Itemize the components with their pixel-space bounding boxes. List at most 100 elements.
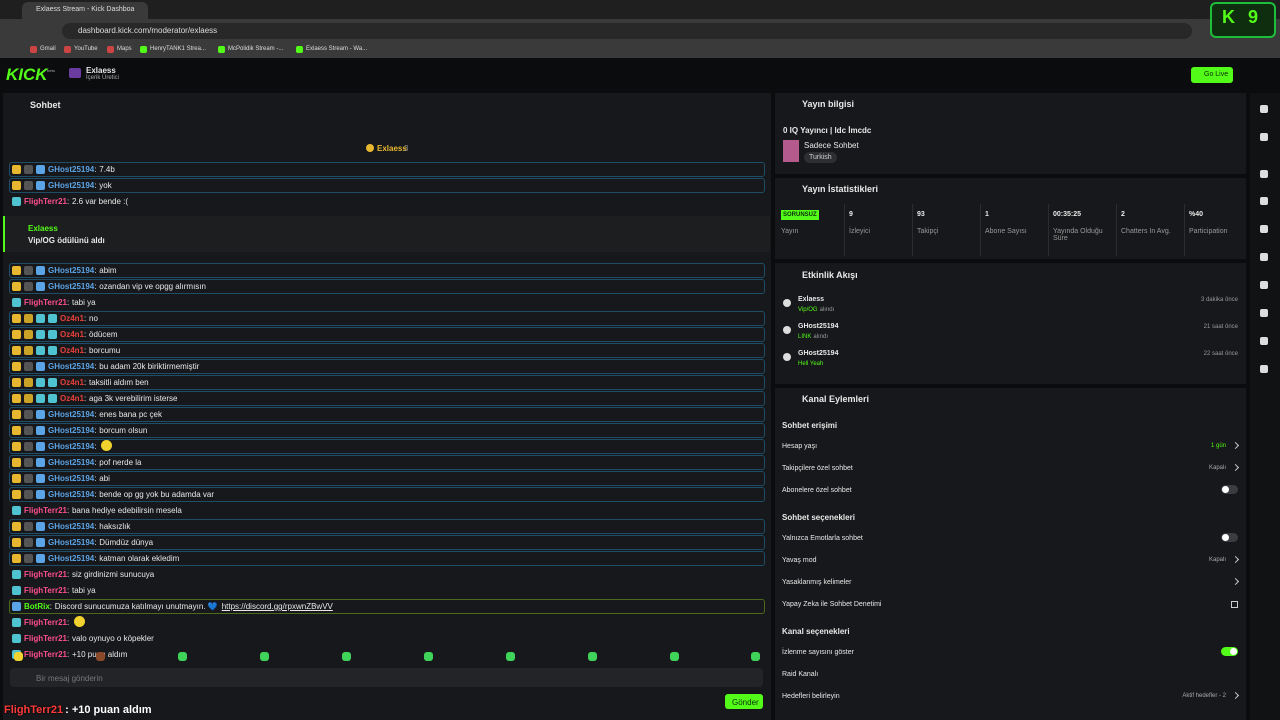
- rail-icon[interactable]: [1260, 281, 1268, 289]
- bookmark[interactable]: Gmail: [40, 46, 56, 52]
- message-text: Discord sunucumuza katılmayı unutmayın. …: [54, 602, 218, 611]
- separator: :: [94, 410, 97, 419]
- message-text: 2.6 var bende :(: [71, 197, 129, 206]
- toggle[interactable]: [1221, 533, 1238, 542]
- bookmark[interactable]: McPolidik Stream -...: [228, 46, 284, 52]
- message-user: GHost25194: [48, 181, 95, 190]
- message-user: GHost25194: [48, 522, 95, 531]
- send-label[interactable]: Gönder: [732, 698, 759, 707]
- external-icon[interactable]: [1231, 601, 1238, 608]
- setting-label[interactable]: Abonelere özel sohbet: [782, 487, 852, 494]
- rail-icon[interactable]: [1260, 365, 1268, 373]
- setting-label[interactable]: Hesap yaşı: [782, 443, 818, 450]
- chat-panel: [3, 93, 771, 720]
- bookmark-icon: [64, 46, 71, 53]
- badge: [12, 442, 21, 451]
- message-user: GHost25194: [48, 554, 95, 563]
- badge: [36, 165, 45, 174]
- separator: :: [84, 314, 87, 323]
- badge: [12, 197, 21, 206]
- emote-icon[interactable]: [588, 652, 597, 661]
- stat-value: 00:35:25: [1053, 211, 1082, 218]
- message-text: ödücem: [89, 330, 118, 339]
- badge: [24, 442, 33, 451]
- category[interactable]: Sadece Sohbet: [804, 141, 859, 150]
- setting-label[interactable]: İzlenme sayısını göster: [782, 649, 854, 656]
- message-box: [9, 487, 765, 502]
- setting-label[interactable]: Yavaş mod: [782, 557, 817, 564]
- event-user: Exlaess: [28, 224, 58, 233]
- setting-label[interactable]: Yasaklanmış kelimeler: [782, 579, 852, 586]
- pinned-user: Exlaess: [377, 144, 407, 153]
- emote-icon[interactable]: [670, 652, 679, 661]
- badge: [36, 394, 45, 403]
- setting-label[interactable]: Yapay Zeka ile Sohbet Denetimi: [782, 601, 882, 608]
- rail-icon[interactable]: [1260, 225, 1268, 233]
- rail-icon[interactable]: [1260, 133, 1268, 141]
- separator: :: [94, 282, 97, 291]
- stat-divider: [1048, 204, 1049, 256]
- bookmark[interactable]: HenryTANK1 Strea...: [150, 46, 206, 52]
- message-text: valo oynuyo o köpekler: [71, 634, 154, 643]
- emote-icon[interactable]: [14, 652, 23, 661]
- rail-icon[interactable]: [1260, 105, 1268, 113]
- bookmark[interactable]: Maps: [117, 46, 132, 52]
- separator: :: [66, 618, 70, 627]
- stat-value: 9: [849, 211, 853, 218]
- rail-icon[interactable]: [1260, 197, 1268, 205]
- message-text: abim: [99, 266, 117, 275]
- emote-icon[interactable]: [342, 652, 351, 661]
- message-text: pof nerde la: [99, 458, 142, 467]
- setting-label[interactable]: Takipçilere özel sohbet: [782, 465, 853, 472]
- bookmark-icon: [218, 46, 225, 53]
- message-box: [9, 471, 765, 486]
- activity-icon: [783, 326, 791, 334]
- rail-icon[interactable]: [1260, 170, 1268, 178]
- separator: :: [66, 586, 70, 595]
- badge: [12, 602, 21, 611]
- tab[interactable]: [22, 2, 148, 19]
- badge: [12, 181, 21, 190]
- go-live-label[interactable]: Go Live: [1204, 71, 1229, 78]
- toggle[interactable]: [1221, 647, 1238, 656]
- message-text: enes bana pc çek: [99, 410, 162, 419]
- emote-icon[interactable]: [751, 652, 760, 661]
- badge: [12, 458, 21, 467]
- send-button[interactable]: [725, 694, 763, 709]
- bookmark[interactable]: YouTube: [74, 46, 98, 52]
- separator: :: [94, 362, 97, 371]
- badge: [12, 394, 21, 403]
- message-link[interactable]: https://discord.gg/rpxwnZBwVV: [221, 602, 333, 611]
- rail-icon[interactable]: [1260, 309, 1268, 317]
- toggle[interactable]: [1221, 485, 1238, 494]
- overlay-text: : +10 puan aldım: [65, 704, 152, 716]
- message-box: [9, 519, 765, 534]
- emote-icon[interactable]: [506, 652, 515, 661]
- emote-icon[interactable]: [424, 652, 433, 661]
- activity-user: GHost25194: [798, 323, 839, 330]
- setting-label[interactable]: Yalnızca Emotlarla sohbet: [782, 535, 863, 542]
- avatar: [69, 68, 81, 78]
- activity-reward: LINK: [798, 334, 812, 340]
- stat-value: 93: [917, 211, 925, 218]
- url-box[interactable]: [62, 23, 1192, 39]
- rail-icon[interactable]: [1260, 337, 1268, 345]
- message-text: bana hediye edebilirsin mesela: [71, 506, 182, 515]
- emote: [73, 616, 85, 627]
- setting-label[interactable]: Raid Kanalı: [782, 671, 819, 678]
- tag[interactable]: Turkish: [804, 152, 837, 163]
- setting-label[interactable]: Hedefleri belirleyin: [782, 693, 840, 700]
- emote-icon[interactable]: [178, 652, 187, 661]
- panel-title: Yayın İstatistikleri: [802, 184, 879, 194]
- go-live[interactable]: [1191, 67, 1233, 83]
- chat-input[interactable]: [10, 668, 763, 687]
- message-user: GHost25194: [48, 490, 95, 499]
- rail-icon[interactable]: [1260, 253, 1268, 261]
- emote-icon[interactable]: [260, 652, 269, 661]
- bookmark[interactable]: Exlaess Stream - Wa...: [306, 46, 368, 52]
- emote-icon[interactable]: [96, 652, 105, 661]
- activity-reward: Vip/OG: [798, 307, 818, 313]
- logo-tag: beta: [47, 68, 55, 73]
- toggle-knob: [1222, 534, 1229, 541]
